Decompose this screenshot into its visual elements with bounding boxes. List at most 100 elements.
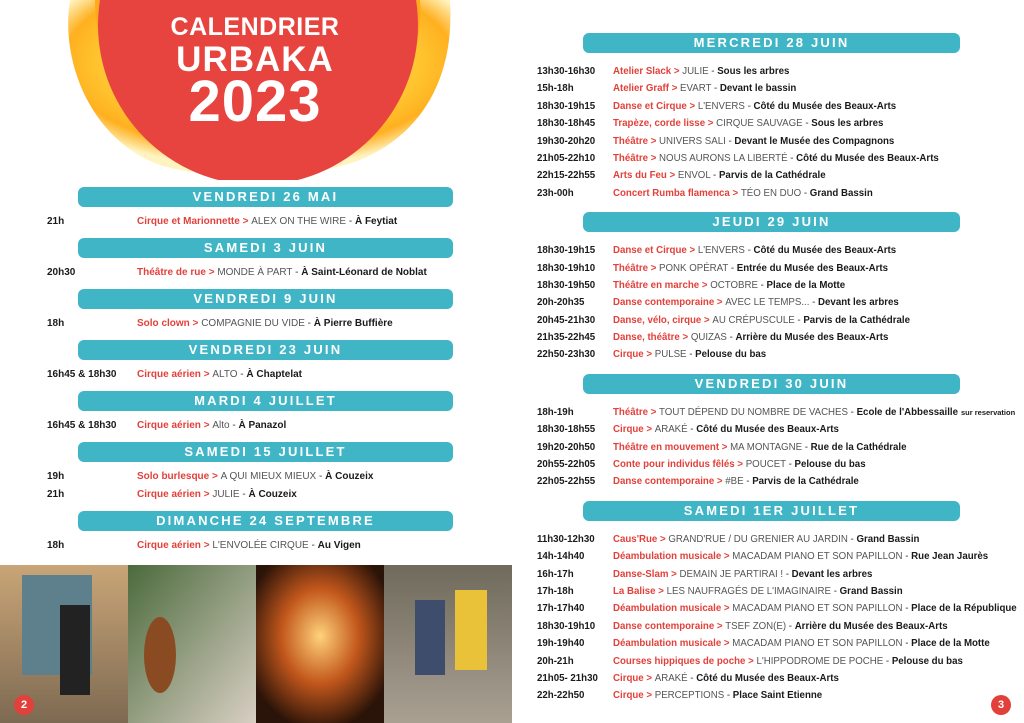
day-section: SAMEDI 15 JUILLET 19h Solo burlesqueA QUI …	[47, 442, 467, 503]
event-row: 19h20-20h50 Théâtre en mouvementMA MONTAG…	[537, 439, 1017, 456]
event-company: GRAND'RUE / DU GRENIER AU JARDIN	[668, 534, 856, 545]
day-header: MERCREDI 28 JUIN	[583, 33, 960, 53]
event-row: 21h05- 21h30 CirqueARAKÉCôté du Musée des…	[537, 670, 1017, 687]
event-details: Déambulation musicaleMACADAM PIANO ET SO…	[613, 635, 990, 652]
event-time: 18h-19h	[537, 406, 574, 418]
event-genre: Cirque	[613, 349, 655, 360]
event-details: Cirque et MarionnetteALEX ON THE WIREÀ F…	[137, 213, 397, 231]
event-time: 22h-22h50	[537, 690, 585, 702]
event-time: 18h30-19h15	[537, 100, 596, 112]
event-place: À Chaptelat	[246, 369, 302, 380]
event-place: Grand Bassin	[809, 187, 873, 199]
event-time: 18h30-18h55	[537, 424, 596, 436]
event-time: 19h-19h40	[537, 638, 585, 650]
event-company: L'ENVERS	[698, 245, 754, 256]
event-time: 18h30-19h10	[537, 620, 596, 632]
event-genre: Danse contemporaine	[613, 297, 725, 308]
title: URBAKA	[176, 40, 334, 79]
event-row: 19h30-20h20 ThéâtreUNIVERS SALIDevant le …	[537, 133, 1017, 150]
event-company: JULIE	[682, 66, 717, 77]
event-details: Conte pour individus fêlésPOUCETPelouse …	[613, 456, 866, 473]
event-details: La BaliseLES NAUFRAGÉS DE L'IMAGINAIREGr…	[613, 583, 903, 600]
event-time: 18h	[47, 539, 65, 551]
event-genre: Arts du Feu	[613, 170, 678, 181]
event-details: Déambulation musicaleMACADAM PIANO ET SO…	[613, 548, 988, 565]
event-place: Rue de la Cathédrale	[810, 441, 907, 453]
event-genre: Cirque	[613, 690, 655, 701]
event-details: Solo clownCOMPAGNIE DU VIDEÀ Pierre Buff…	[137, 315, 393, 333]
event-company: ALTO	[212, 369, 246, 380]
event-details: ThéâtrePONK OPÉRATEntrée du Musée des Be…	[613, 260, 888, 277]
event-row: 20h-20h35 Danse contemporaineAVEC LE TEMP…	[537, 294, 1017, 311]
event-genre: Cirque	[613, 673, 655, 684]
event-genre: Cirque aérien	[137, 540, 212, 551]
event-details: ThéâtreTOUT DÉPEND DU NOMBRE DE VACHESEc…	[613, 404, 1015, 421]
event-details: CirqueARAKÉCôté du Musée des Beaux-Arts	[613, 421, 839, 438]
event-details: Danse et CirqueL'ENVERSCôté du Musée des…	[613, 98, 896, 115]
event-company: ENVOL	[678, 170, 719, 181]
event-company: L'ENVOLÉE CIRQUE	[212, 540, 317, 551]
event-details: ThéâtreNOUS AURONS LA LIBERTÉCôté du Mus…	[613, 150, 939, 167]
event-genre: Danse, théâtre	[613, 332, 691, 343]
event-details: Déambulation musicaleMACADAM PIANO ET SO…	[613, 600, 1017, 617]
event-time: 19h	[47, 471, 65, 482]
event-row: 20h55-22h05 Conte pour individus fêlésPOU…	[537, 456, 1017, 473]
event-genre: Danse contemporaine	[613, 621, 725, 632]
event-company: JULIE	[212, 489, 248, 500]
event-details: Cirque aérienALTOÀ Chaptelat	[137, 366, 302, 384]
event-row: 21h05-22h10 ThéâtreNOUS AURONS LA LIBERTÉ…	[537, 150, 1017, 167]
event-row: 18h30-19h15 Danse et CirqueL'ENVERSCôté d…	[537, 242, 1017, 259]
event-place: Pelouse du bas	[695, 349, 767, 361]
event-time: 21h	[47, 216, 65, 227]
day-header: VENDREDI 23 JUIN	[78, 340, 453, 360]
event-company: L'ENVERS	[698, 101, 754, 112]
right-schedule: MERCREDI 28 JUIN 13h30-16h30 Atelier Slack…	[537, 33, 1017, 715]
event-row: 11h30-12h30 Caus'RueGRAND'RUE / DU GRENIE…	[537, 531, 1017, 548]
event-genre: Déambulation musicale	[613, 638, 732, 649]
event-time: 22h05-22h55	[537, 476, 596, 488]
event-place: Parvis de la Cathédrale	[803, 314, 910, 326]
event-company: MACADAM PIANO ET SON PAPILLON	[732, 638, 911, 649]
event-genre: Concert Rumba flamenca	[613, 188, 741, 199]
event-place: Arrière du Musée des Beaux-Arts	[735, 332, 889, 344]
event-row: 17h-18h La BaliseLES NAUFRAGÉS DE L'IMAGI…	[537, 583, 1017, 600]
photo-strip	[0, 565, 512, 723]
day-section: JEUDI 29 JUIN 18h30-19h15 Danse et CirqueL…	[537, 212, 1017, 364]
event-place: Devant les arbres	[818, 297, 899, 309]
day-header: SAMEDI 15 JUILLET	[78, 442, 453, 462]
event-genre: Danse, vélo, cirque	[613, 315, 712, 326]
event-genre: Danse et Cirque	[613, 245, 698, 256]
event-place: Grand Bassin	[839, 585, 903, 597]
event-time: 16h45 & 18h30	[47, 369, 117, 380]
event-place: Au Vigen	[317, 539, 361, 551]
day-section: MARDI 4 JUILLET 16h45 & 18h30 Cirque aérie…	[47, 391, 467, 435]
event-details: Théâtre en marcheOCTOBREPlace de la Mott…	[613, 277, 845, 294]
event-genre: Cirque	[613, 424, 655, 435]
event-row: 23h-00h Concert Rumba flamencaTÉO EN DUOG…	[537, 185, 1017, 202]
event-time: 19h30-20h20	[537, 135, 596, 147]
event-row: 22h-22h50 CirquePERCEPTIONSPlace Saint Et…	[537, 687, 1017, 704]
event-genre: Conte pour individus fêlés	[613, 459, 746, 470]
event-time: 20h-21h	[537, 655, 574, 667]
event-company: MA MONTAGNE	[730, 442, 811, 453]
event-place: Place Saint Etienne	[732, 690, 823, 702]
event-time: 17h-18h	[537, 585, 574, 597]
day-section: DIMANCHE 24 SEPTEMBRE 18h Cirque aérienL'E…	[47, 510, 467, 555]
event-row: 18h30-19h10 Danse contemporaineTSEF ZON(E…	[537, 618, 1017, 635]
event-row: 20h45-21h30 Danse, vélo, cirqueAU CRÉPUSC…	[537, 312, 1017, 329]
event-genre: Danse et Cirque	[613, 101, 698, 112]
event-company: TÉO EN DUO	[741, 188, 810, 199]
event-details: Courses hippiques de pocheL'HIPPODROME D…	[613, 653, 963, 670]
event-company: L'HIPPODROME DE POCHE	[756, 656, 891, 667]
event-place: Devant les arbres	[791, 568, 873, 580]
day-header: SAMEDI 3 JUIN	[78, 238, 453, 258]
event-place: À Panazol	[238, 420, 287, 431]
event-row: 21h Cirque aérienJULIEÀ Couzeix	[47, 486, 467, 504]
event-row: 17h-17h40 Déambulation musicaleMACADAM PI…	[537, 600, 1017, 617]
event-company: AU CRÉPUSCULE	[712, 315, 803, 326]
event-details: Danse contemporaineAVEC LE TEMPS...Devan…	[613, 294, 899, 311]
event-time: 13h30-16h30	[537, 66, 596, 77]
event-company: COMPAGNIE DU VIDE	[201, 318, 314, 329]
event-place: Parvis de la Cathédrale	[752, 476, 859, 488]
